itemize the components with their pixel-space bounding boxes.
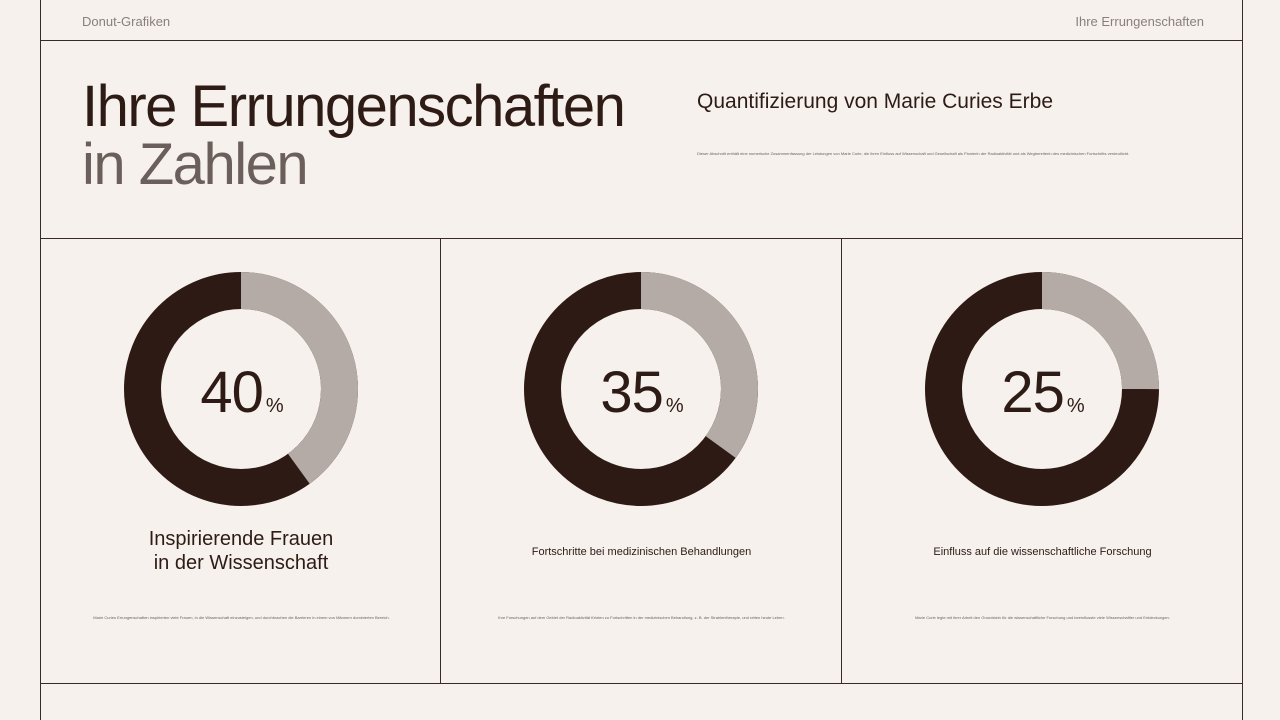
donut-value: 25% xyxy=(842,359,1243,426)
donut-value: 40% xyxy=(41,359,442,426)
divider xyxy=(440,238,441,684)
donut-chart xyxy=(524,272,758,506)
divider xyxy=(1242,0,1243,720)
value-unit: % xyxy=(1066,395,1085,417)
title-line-2: in Zahlen xyxy=(82,132,309,197)
donut-value-segment xyxy=(524,272,758,506)
donut-panel: 40% Inspirierende Frauen in der Wissensc… xyxy=(41,239,442,683)
donut-label: Inspirierende Frauen in der Wissenschaft xyxy=(148,528,334,574)
value-unit: % xyxy=(265,395,284,417)
value-unit: % xyxy=(665,395,684,417)
donut-chart xyxy=(925,272,1159,506)
subtitle: Quantifizierung von Marie Curies Erbe xyxy=(697,90,1053,113)
donut-panel: 25% Einfluss auf die wissenschaftliche F… xyxy=(842,239,1243,683)
donut-chart xyxy=(124,272,358,506)
donut-value: 35% xyxy=(441,359,842,426)
divider xyxy=(40,238,1243,239)
donut-value-segment xyxy=(124,272,358,506)
donut-value-segment xyxy=(925,272,1159,506)
header-left: Donut-Grafiken xyxy=(82,14,171,29)
value-number: 40 xyxy=(200,360,264,425)
value-number: 25 xyxy=(1001,360,1065,425)
divider xyxy=(40,683,1243,684)
value-number: 35 xyxy=(600,360,664,425)
donut-panel: 35% Fortschritte bei medizinischen Behan… xyxy=(441,239,842,683)
donut-note: Marie Curies Errungenschaften inspiriert… xyxy=(93,615,390,620)
page-title: Ihre Errungenschaften in Zahlen xyxy=(82,78,626,197)
donut-note: Marie Curie legte mit ihrer Arbeit den G… xyxy=(915,615,1170,620)
divider xyxy=(40,40,1243,41)
donut-label: Fortschritte bei medizinischen Behandlun… xyxy=(531,546,752,558)
divider xyxy=(841,238,842,684)
title-line-1: Ihre Errungenschaften xyxy=(82,74,626,139)
description: Dieser Abschnitt enthält eine numerische… xyxy=(697,151,1130,156)
donut-label: Einfluss auf die wissenschaftliche Forsc… xyxy=(933,546,1152,558)
donut-note: Ihre Forschungen auf dem Gebiet der Radi… xyxy=(498,615,785,620)
header-right: Ihre Errungenschaften xyxy=(1075,14,1204,29)
divider xyxy=(40,0,41,720)
